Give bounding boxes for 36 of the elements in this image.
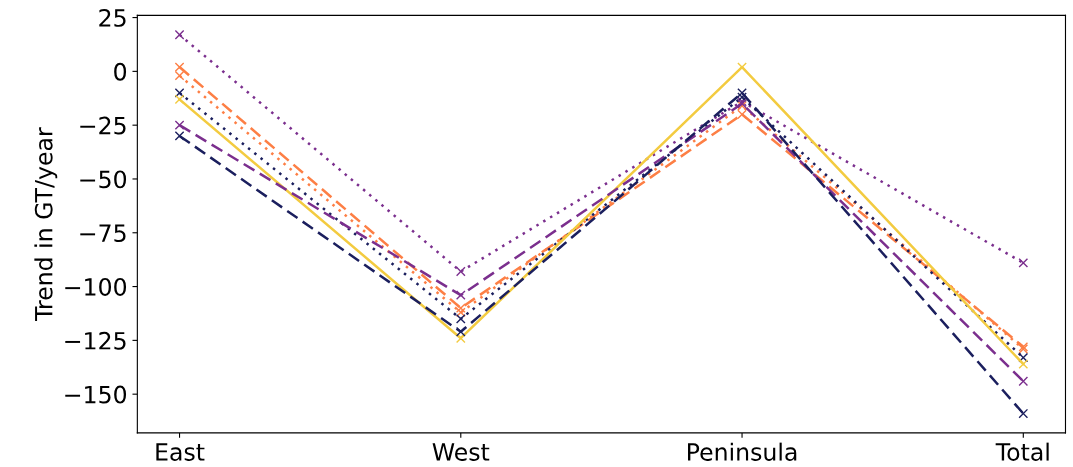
y-tick-label: −100 xyxy=(65,278,127,296)
y-tick-label: 25 xyxy=(99,9,126,27)
x-tick-label: West xyxy=(432,443,490,461)
point xyxy=(174,70,185,81)
point xyxy=(455,313,466,324)
point xyxy=(174,62,185,72)
point xyxy=(737,88,747,98)
x-tick-label: East xyxy=(156,443,205,461)
point xyxy=(455,307,466,318)
point xyxy=(174,94,185,105)
x-tick-label: Total xyxy=(995,442,1049,461)
point xyxy=(1018,376,1029,387)
y-axis-title: Trend in GT/year xyxy=(34,127,58,322)
point xyxy=(455,266,466,277)
point xyxy=(1018,408,1029,419)
point xyxy=(455,326,466,337)
y-tick-label: −125 xyxy=(65,331,126,350)
y-tick-label: −25 xyxy=(80,116,126,135)
point xyxy=(455,333,466,344)
y-tick-label: 0 xyxy=(114,62,127,81)
point xyxy=(1018,352,1029,363)
point xyxy=(455,290,466,301)
point xyxy=(455,303,466,313)
point xyxy=(174,131,185,141)
point xyxy=(174,29,185,40)
point xyxy=(174,88,185,98)
point xyxy=(174,120,185,131)
point xyxy=(737,92,747,103)
point xyxy=(737,109,747,120)
y-tick-label: −150 xyxy=(65,385,127,404)
point xyxy=(1018,258,1029,268)
x-tick-label: Peninsula xyxy=(688,442,797,461)
point xyxy=(1018,359,1029,369)
point xyxy=(737,62,747,72)
y-tick-label: −75 xyxy=(80,224,126,243)
y-tick-label: −50 xyxy=(80,170,127,189)
